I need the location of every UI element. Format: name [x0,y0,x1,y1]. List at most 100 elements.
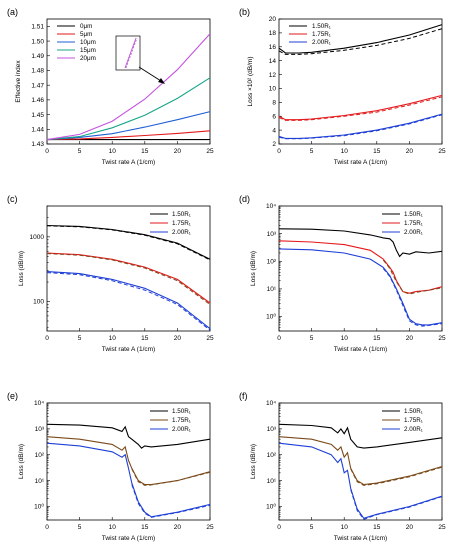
plot-frame [278,402,443,521]
series-line-2 [46,130,211,141]
y-tick-label: 10 [269,86,277,93]
x-tick-label: 10 [109,524,117,531]
chart-panel-6: (f) 0 5 10 15 20 25 10⁰ 10¹ 10² 10³ 10⁴ Twist rate A… [239,391,446,542]
y-tick-label: 2 [272,141,276,148]
x-tick-label: 10 [341,148,349,155]
x-tick-label: 25 [438,524,446,531]
legend-label: 2.00R₁ [312,39,331,46]
chart-panel-3: (c) 0 5 10 15 20 25 100 1000 Twist rate A (1/cm) L… [7,194,214,353]
x-tick-label: 15 [373,524,381,531]
x-tick-label: 10 [341,335,349,342]
series-line-2 [278,28,443,55]
y-axis-title: Loss (dB/m) [250,251,257,286]
inset-arrow-shaft [138,66,162,82]
y-tick-label: 10⁰ [34,503,44,511]
x-tick-label: 20 [406,148,414,155]
legend-label: 1.75R₁ [404,220,423,227]
series-line-1 [278,423,443,449]
x-tick-label: 5 [310,148,314,155]
y-tick-label: 1.46 [31,97,44,104]
plot-frame [46,18,211,145]
series-line-2 [46,436,211,486]
y-tick-label: 10³ [35,426,45,433]
series-line-4 [278,248,443,326]
x-tick-label: 0 [45,335,49,342]
y-tick-label: 1.43 [31,141,44,148]
series-line-5 [382,268,443,327]
x-tick-label: 15 [141,148,149,155]
y-tick-label: 1.50 [31,38,44,45]
series-line-4 [46,442,211,518]
x-tick-label: 15 [141,524,149,531]
series-line-4 [46,253,211,305]
plot-frame [278,18,443,145]
y-tick-label: 10² [267,452,277,459]
x-tick-label: 10 [109,335,117,342]
y-tick-label: 10² [35,452,45,459]
y-tick-label: 12 [269,72,277,79]
x-tick-label: 10 [109,148,117,155]
x-tick-label: 5 [78,335,82,342]
x-axis-title: Twist rate A (1/cm) [334,159,387,166]
series-line-1 [46,423,211,449]
x-tick-label: 15 [141,335,149,342]
legend-label: 1.75R₁ [172,220,191,227]
x-tick-label: 20 [406,335,414,342]
series-line-3 [131,468,211,486]
panel-label: (f) [239,391,248,401]
series-line-5 [350,489,443,520]
series-line-3 [382,259,443,295]
x-tick-label: 20 [174,524,182,531]
x-tick-label: 15 [373,148,381,155]
y-tick-label: 100 [33,299,44,306]
chart-panel-1: (a) 0 5 10 15 20 25 1.43 1.44 1.45 1.46 1.47 1.48 1.4… [7,7,214,166]
y-tick-label: 14 [269,58,277,65]
y-tick-label: 10¹ [267,478,277,485]
y-tick-label: 1.48 [31,68,44,75]
y-axis-title: Loss (dB/m) [250,444,257,479]
y-tick-label: 1.47 [31,82,44,89]
x-tick-label: 0 [45,524,49,531]
legend-label: 0μm [80,23,92,30]
series-line-5 [46,271,211,330]
x-tick-label: 0 [277,335,281,342]
series-line-4 [278,96,443,121]
series-line-4 [278,442,443,519]
inset-curve-dashed [125,37,138,69]
legend-label: 2.00R₁ [404,229,423,236]
x-tick-label: 5 [310,524,314,531]
series-line-1 [278,228,443,258]
y-tick-label: 10⁴ [34,400,44,407]
x-tick-label: 5 [310,335,314,342]
zoom-inset-box [115,35,141,71]
plot-frame [46,402,211,521]
plot-frame [46,205,211,332]
x-axis-title: Twist rate A (1/cm) [334,346,387,353]
y-tick-label: 10¹ [35,478,45,485]
series-line-1 [278,24,443,54]
x-tick-label: 15 [373,335,381,342]
panel-label: (c) [7,194,18,204]
y-tick-label: 16 [269,44,277,51]
x-tick-label: 5 [78,524,82,531]
chart-panel-4: (d) 0 5 10 15 20 25 10⁰ 10¹ 10² 10³ 10⁴ Twist rate A… [239,194,446,353]
inset-arrow-head [158,78,165,84]
y-axis-title: Loss (dB/m) [18,251,25,286]
y-tick-label: 10¹ [267,286,277,293]
series-line-2 [278,436,443,486]
series-line-5 [46,33,211,141]
chart-panel-5: (e) 0 5 10 15 20 25 10⁰ 10¹ 10² 10³ 10⁴ Twist rate A… [7,391,214,542]
y-tick-label: 1.45 [31,112,44,119]
y-tick-label: 10⁰ [266,313,276,321]
x-tick-label: 20 [174,335,182,342]
legend-label: 2.00R₁ [172,229,191,236]
legend-label: 1.75R₁ [172,417,191,424]
legend-label: 1.75R₁ [312,31,331,38]
series-line-4 [46,77,211,141]
y-axis-title: Effective index [15,60,22,103]
series-line-6 [278,114,443,140]
y-tick-label: 1000 [30,234,45,241]
legend-label: 1.50R₁ [312,23,331,30]
y-tick-label: 4 [272,127,276,134]
